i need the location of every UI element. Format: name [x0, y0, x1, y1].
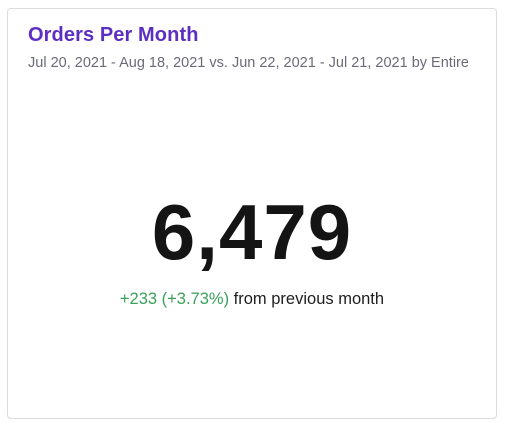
comparison-suffix: from previous month — [233, 290, 385, 308]
metric-card: Orders Per Month Jul 20, 2021 - Aug 18, … — [7, 8, 497, 419]
date-range-subtitle: Jul 20, 2021 - Aug 18, 2021 vs. Jun 22, … — [28, 55, 468, 71]
delta-change: +233 (+3.73%) — [119, 290, 230, 308]
card-title[interactable]: Orders Per Month — [28, 24, 199, 46]
metric-value: 6,479 — [151, 188, 353, 276]
comparison-line: +233 (+3.73%) from previous month — [8, 290, 496, 309]
